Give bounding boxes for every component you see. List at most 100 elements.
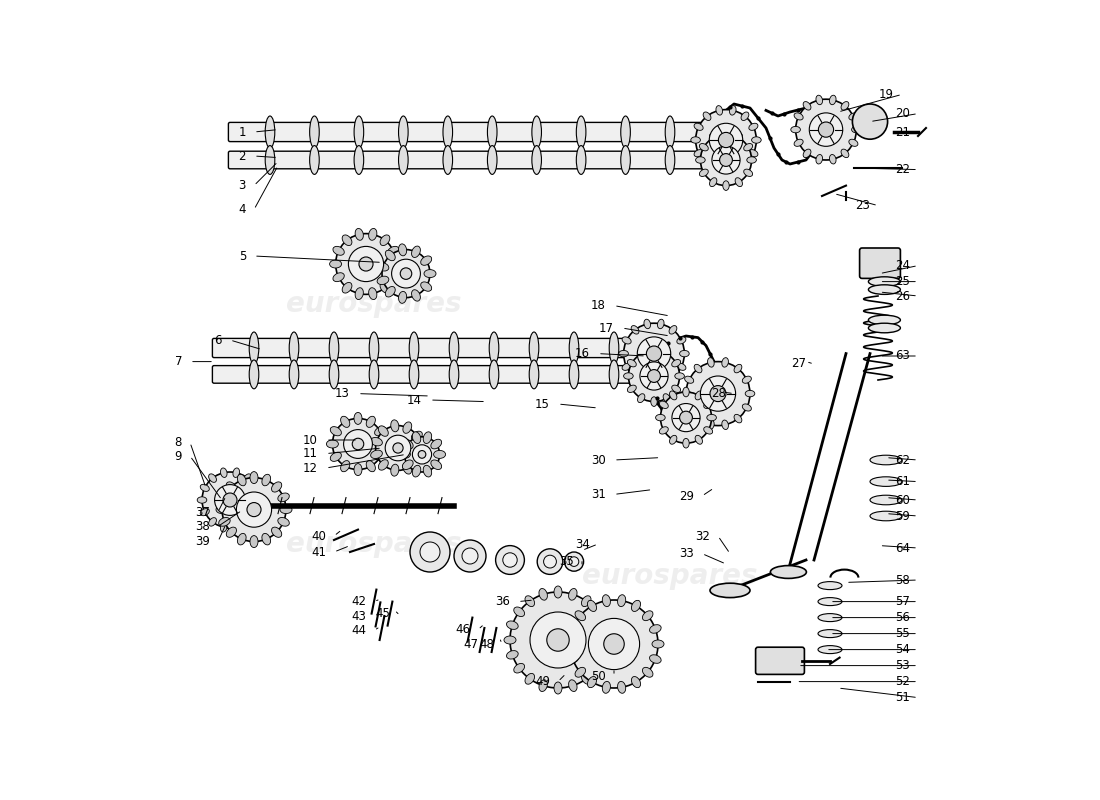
Ellipse shape: [742, 404, 751, 411]
Ellipse shape: [729, 165, 736, 174]
Circle shape: [672, 403, 700, 432]
Ellipse shape: [575, 667, 585, 678]
Ellipse shape: [443, 116, 452, 148]
Ellipse shape: [656, 414, 666, 421]
Text: 10: 10: [304, 434, 318, 446]
Text: 4: 4: [239, 203, 246, 216]
Text: 51: 51: [895, 691, 910, 704]
Text: 19: 19: [879, 88, 894, 101]
Ellipse shape: [600, 636, 612, 644]
Circle shape: [454, 540, 486, 572]
Ellipse shape: [744, 169, 752, 177]
Ellipse shape: [704, 426, 713, 434]
Ellipse shape: [744, 143, 752, 151]
Ellipse shape: [514, 663, 525, 673]
Ellipse shape: [741, 112, 749, 121]
Circle shape: [382, 250, 430, 298]
Text: 30: 30: [592, 454, 606, 466]
Circle shape: [647, 346, 661, 362]
Ellipse shape: [411, 455, 422, 465]
Ellipse shape: [381, 235, 389, 246]
Circle shape: [564, 552, 584, 571]
Text: 7: 7: [175, 355, 182, 368]
Circle shape: [410, 532, 450, 572]
Ellipse shape: [420, 256, 431, 266]
Text: 20: 20: [895, 107, 910, 120]
Ellipse shape: [424, 432, 431, 443]
Text: eurospares: eurospares: [286, 290, 462, 318]
Circle shape: [412, 445, 431, 464]
Ellipse shape: [233, 468, 240, 478]
Ellipse shape: [262, 474, 271, 486]
Ellipse shape: [672, 385, 681, 393]
Ellipse shape: [816, 154, 823, 164]
Circle shape: [640, 362, 668, 390]
Ellipse shape: [250, 536, 258, 547]
Ellipse shape: [415, 444, 427, 452]
Circle shape: [510, 592, 606, 688]
Ellipse shape: [868, 285, 901, 294]
Ellipse shape: [694, 414, 702, 423]
Circle shape: [543, 555, 557, 568]
Ellipse shape: [638, 350, 645, 358]
Ellipse shape: [644, 378, 650, 388]
Ellipse shape: [250, 472, 258, 483]
Ellipse shape: [504, 636, 516, 644]
Ellipse shape: [403, 462, 411, 474]
Ellipse shape: [227, 482, 236, 492]
Ellipse shape: [670, 391, 676, 400]
Circle shape: [503, 553, 517, 567]
Ellipse shape: [424, 270, 436, 278]
Ellipse shape: [250, 332, 258, 364]
Text: 47: 47: [463, 638, 478, 650]
Ellipse shape: [398, 116, 408, 148]
Text: 41: 41: [311, 546, 326, 558]
Ellipse shape: [870, 477, 902, 486]
Ellipse shape: [370, 332, 378, 364]
Ellipse shape: [597, 621, 609, 630]
Ellipse shape: [723, 130, 729, 139]
Text: 14: 14: [407, 394, 422, 406]
Ellipse shape: [272, 527, 282, 538]
Text: 37: 37: [195, 506, 210, 518]
Ellipse shape: [219, 518, 230, 526]
Circle shape: [547, 629, 569, 651]
Text: 12: 12: [302, 462, 318, 474]
Text: 31: 31: [591, 488, 606, 501]
Ellipse shape: [200, 509, 209, 516]
Ellipse shape: [851, 126, 861, 133]
Circle shape: [385, 435, 410, 461]
Ellipse shape: [341, 461, 350, 472]
Ellipse shape: [355, 229, 363, 240]
Ellipse shape: [749, 123, 758, 130]
Text: 6: 6: [214, 334, 222, 346]
FancyBboxPatch shape: [756, 647, 804, 674]
Ellipse shape: [449, 360, 459, 389]
Ellipse shape: [868, 323, 901, 333]
Ellipse shape: [200, 484, 209, 491]
Ellipse shape: [532, 146, 541, 174]
Ellipse shape: [576, 146, 586, 174]
Ellipse shape: [443, 146, 452, 174]
Ellipse shape: [333, 273, 344, 282]
Text: 64: 64: [895, 542, 910, 554]
Text: 13: 13: [336, 387, 350, 400]
Ellipse shape: [642, 610, 653, 621]
Circle shape: [202, 472, 258, 528]
Ellipse shape: [390, 464, 399, 476]
Ellipse shape: [354, 413, 362, 424]
Ellipse shape: [411, 290, 420, 301]
Text: 46: 46: [455, 623, 470, 636]
Ellipse shape: [722, 358, 728, 367]
Ellipse shape: [525, 674, 535, 684]
Ellipse shape: [734, 364, 741, 373]
Ellipse shape: [683, 387, 690, 397]
Circle shape: [392, 259, 420, 288]
Text: 36: 36: [495, 595, 510, 608]
Ellipse shape: [487, 146, 497, 174]
Ellipse shape: [355, 288, 363, 299]
Ellipse shape: [449, 332, 459, 364]
Ellipse shape: [216, 506, 228, 514]
Ellipse shape: [433, 450, 446, 458]
Text: 49: 49: [535, 675, 550, 688]
